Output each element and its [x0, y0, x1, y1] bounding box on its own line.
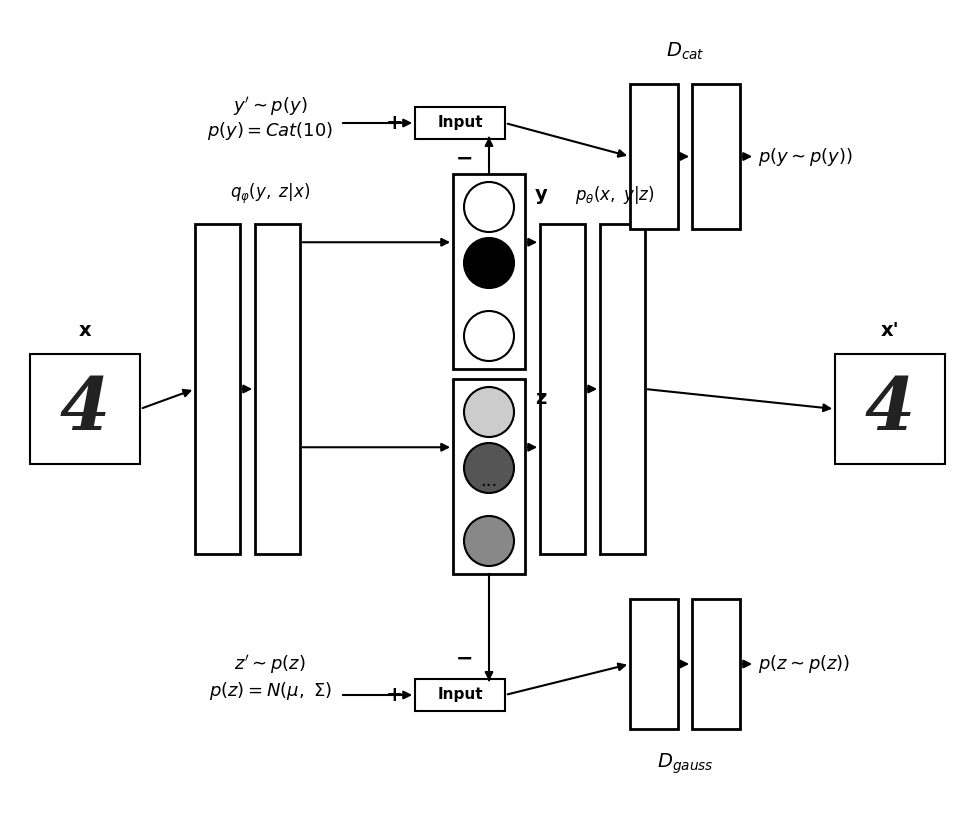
Text: 4: 4: [865, 373, 915, 445]
Text: $z' \sim p(z)$: $z' \sim p(z)$: [234, 653, 306, 676]
Bar: [692, 84, 740, 229]
Text: $p(z \sim p(z))$: $p(z \sim p(z))$: [758, 653, 851, 675]
Bar: [453, 174, 525, 369]
Text: $p(y) = Cat(10)$: $p(y) = Cat(10)$: [207, 120, 333, 142]
Text: $D_{cat}$: $D_{cat}$: [666, 41, 704, 62]
Text: +: +: [385, 113, 403, 133]
Text: Input: Input: [437, 687, 483, 703]
Text: ...: ...: [481, 268, 497, 286]
Bar: [255, 224, 300, 554]
Text: x: x: [79, 321, 91, 340]
Text: z: z: [535, 390, 547, 409]
Bar: [540, 224, 585, 554]
Bar: [692, 599, 740, 729]
Bar: [453, 379, 525, 574]
Bar: [415, 679, 505, 711]
Text: Input: Input: [437, 115, 483, 130]
Text: −: −: [456, 649, 474, 669]
Bar: [195, 224, 240, 554]
Circle shape: [464, 443, 514, 493]
Text: $p(y \sim p(y))$: $p(y \sim p(y))$: [758, 146, 853, 168]
Circle shape: [464, 182, 514, 232]
Text: $p(z) = N(\mu,\ \Sigma)$: $p(z) = N(\mu,\ \Sigma)$: [209, 680, 331, 702]
Bar: [30, 354, 140, 464]
Bar: [835, 354, 945, 464]
Text: +: +: [385, 685, 403, 705]
Text: 4: 4: [60, 373, 110, 445]
Text: $p_\theta(x,\ y|z)$: $p_\theta(x,\ y|z)$: [575, 184, 654, 206]
Circle shape: [464, 238, 514, 288]
Text: $q_\varphi(y,\ z|x)$: $q_\varphi(y,\ z|x)$: [230, 182, 310, 206]
Text: y: y: [535, 184, 548, 203]
Circle shape: [464, 516, 514, 566]
Text: x': x': [881, 321, 899, 340]
Circle shape: [464, 311, 514, 361]
Bar: [630, 84, 678, 229]
Text: ...: ...: [481, 473, 497, 491]
Text: $D_{gauss}$: $D_{gauss}$: [656, 751, 714, 776]
Bar: [600, 224, 645, 554]
Text: −: −: [456, 149, 474, 169]
Bar: [630, 599, 678, 729]
Bar: [415, 107, 505, 139]
Text: $y' \sim p(y)$: $y' \sim p(y)$: [233, 96, 307, 119]
Circle shape: [464, 387, 514, 437]
